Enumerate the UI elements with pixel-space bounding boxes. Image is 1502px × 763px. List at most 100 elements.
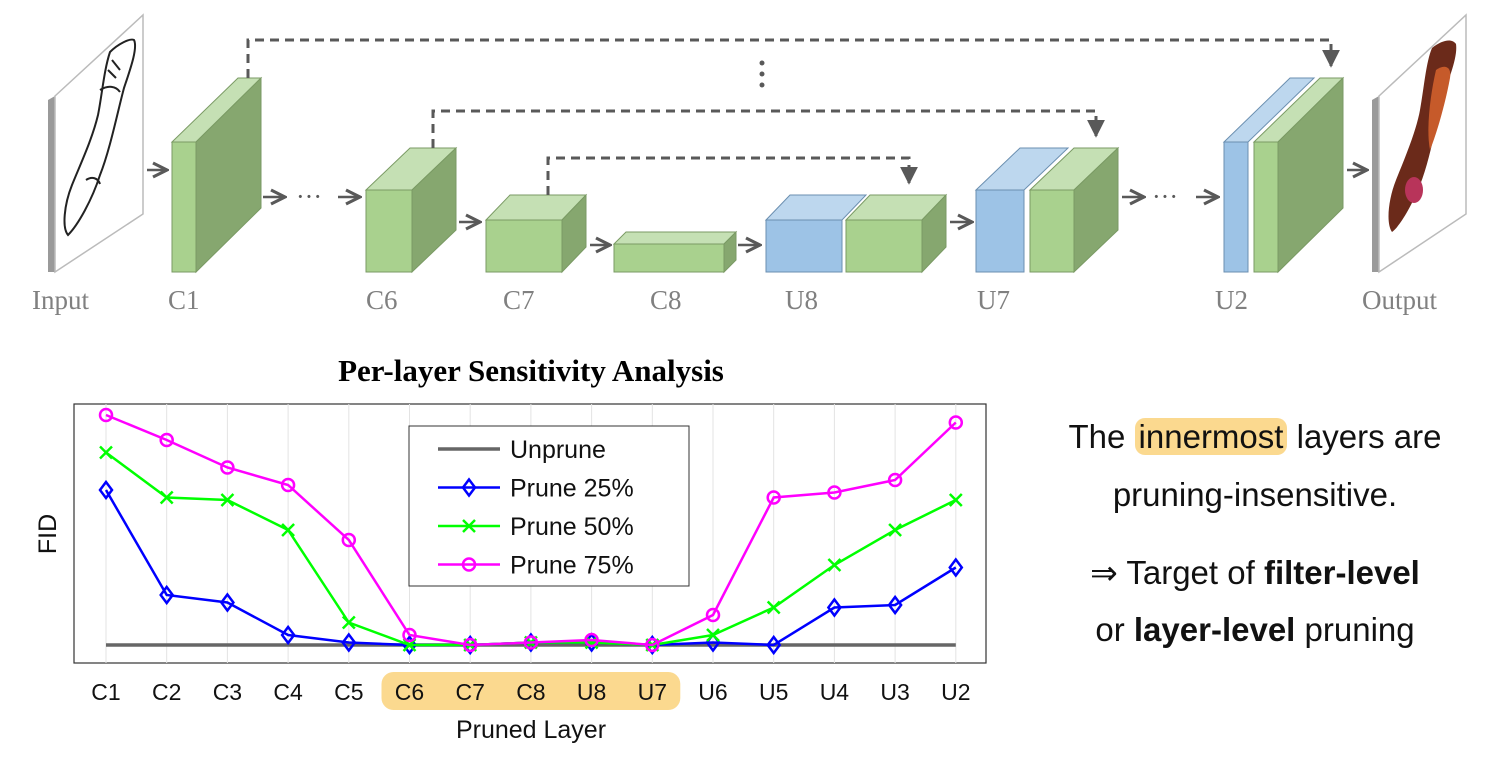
ellipsis: ··· [1152, 182, 1178, 211]
x-tick-label: U7 [638, 679, 667, 705]
legend-items: Unprune Prune 25% Prune 50% Prune 75% [438, 436, 634, 580]
note-line-1: The innermost layers are [1010, 418, 1500, 456]
chart-title: Per-layer Sensitivity Analysis [338, 353, 724, 388]
data-point [98, 407, 114, 423]
data-point [461, 477, 477, 498]
data-point [341, 615, 356, 630]
legend-box [408, 425, 690, 587]
data-point [402, 627, 417, 643]
x-tick-label: C6 [395, 679, 424, 705]
ellipsis: ··· [296, 182, 322, 211]
x-tick-label: U5 [759, 679, 788, 705]
layer-label-c7: C7 [503, 285, 535, 315]
x-tick-label: C1 [91, 679, 120, 705]
decoder-block-u8 [764, 193, 948, 274]
data-point [159, 584, 175, 606]
data-point [827, 485, 842, 500]
data-point [220, 460, 235, 475]
data-point [220, 493, 235, 507]
data-point [766, 600, 781, 615]
note-text: layers are [1296, 418, 1442, 455]
highlight-band-rect [381, 672, 681, 710]
note-bold: filter-level [1263, 554, 1420, 591]
sensitivity-chart: Per-layer Sensitivity Analysis C1 C2 C3 C4 C… [34, 353, 987, 744]
x-tick-label: C7 [455, 679, 484, 705]
skip-connections [246, 38, 1340, 195]
x-tick-label: C3 [213, 679, 242, 705]
decoder-block-u7 [974, 146, 1120, 274]
note-bold: layer-level [1133, 611, 1296, 648]
skip-connection-c6-u7 [431, 109, 1105, 148]
layer-label-c8: C8 [650, 285, 682, 315]
x-tick-label: C4 [273, 679, 303, 705]
note-text: or [1095, 611, 1125, 648]
shoe-photo [1388, 40, 1457, 232]
data-point [948, 557, 964, 578]
x-tick-label: C2 [152, 679, 181, 705]
input-label: Input [32, 285, 89, 315]
y-axis-label: FID [34, 514, 62, 554]
data-point [281, 523, 295, 537]
data-point [98, 479, 114, 501]
series-line [105, 413, 957, 647]
x-tick-label: U8 [577, 679, 606, 705]
legend-item: Prune 50% [438, 513, 634, 541]
x-tick-label: U4 [820, 679, 850, 705]
data-point [887, 594, 903, 616]
data-point [766, 634, 782, 656]
data-point [159, 432, 174, 448]
x-tick-label: C8 [516, 679, 545, 705]
encoder-block-c8 [612, 230, 738, 274]
architecture-diagram: Input C1 ··· C6 C7 [32, 13, 1467, 315]
layer-label-u8: U8 [785, 285, 818, 315]
note-text: The [1068, 418, 1126, 455]
note-line-4: or layer-level pruning [1010, 611, 1500, 649]
data-point [280, 624, 296, 646]
legend-label: Prune 50% [510, 513, 634, 541]
x-tick-label: U6 [698, 679, 727, 705]
note-text: pruning [1304, 611, 1415, 648]
data-point [826, 597, 842, 618]
note-line-2: pruning-insensitive. [1112, 476, 1398, 513]
legend-label: Prune 25% [510, 475, 634, 503]
data-point [462, 637, 478, 653]
data-point [888, 523, 902, 537]
data-point [705, 607, 721, 623]
series-prune-75- [98, 407, 964, 653]
output-label: Output [1362, 285, 1438, 315]
shoe-sketch [63, 38, 136, 237]
data-point [99, 445, 113, 460]
vertical-ellipsis [759, 60, 765, 88]
decoder-block-u2 [1222, 76, 1345, 274]
data-point [341, 632, 357, 653]
highlighted-word: innermost [1134, 418, 1288, 455]
note-line-3: ⇒ Target of filter-level [1010, 553, 1500, 592]
data-point [948, 493, 963, 507]
layer-label-u2: U2 [1215, 285, 1248, 315]
x-tick-label: U2 [941, 679, 970, 705]
layer-label-c1: C1 [168, 285, 200, 315]
input-image-panel [48, 13, 144, 274]
data-point [827, 558, 842, 572]
data-point [584, 635, 599, 650]
legend-item: Unprune [438, 436, 606, 464]
x-tick-labels: C1 C2 C3 C4 C5 C6 C7 C8 U8 U7 U6 U5 U4 U3 U2 [91, 679, 970, 705]
layer-label-c6: C6 [366, 285, 398, 315]
data-point [645, 637, 660, 653]
note-text: ⇒ Target of [1090, 554, 1255, 591]
encoder-block-c7 [484, 193, 588, 274]
skip-connection-c7-u8 [546, 156, 918, 195]
series-layer [98, 407, 964, 656]
data-point [887, 472, 903, 488]
legend-label: Unprune [510, 436, 606, 464]
data-point [523, 635, 539, 650]
data-point [706, 628, 720, 642]
x-tick-label: C5 [334, 679, 363, 705]
x-axis-label: Pruned Layer [456, 716, 606, 744]
data-point [766, 490, 781, 505]
data-point [461, 557, 477, 572]
data-point [280, 477, 296, 493]
skip-connection-c1-u2 [246, 38, 1340, 78]
data-point [219, 592, 235, 613]
